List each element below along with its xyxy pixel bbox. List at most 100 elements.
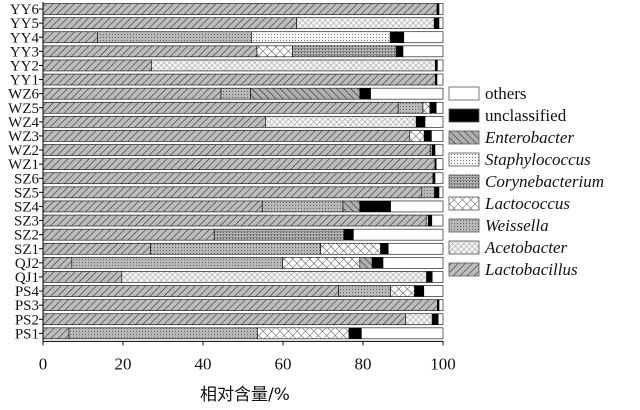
bar-segment-QJ2-lactococcus xyxy=(282,257,361,269)
bar-segment-QJ2-unclassified xyxy=(371,257,384,269)
bar-segment-QJ1-acetobacter xyxy=(121,271,427,283)
bar-segment-WZ4-acetobacter xyxy=(265,116,417,128)
bar-segment-WZ1-others xyxy=(435,158,444,170)
bar-segment-PS4-lactococcus xyxy=(390,285,415,297)
bar-segment-SZ5-lactobacillus xyxy=(42,186,423,199)
x-tick-label: 60 xyxy=(275,354,292,373)
bar-segment-WZ5-weissella xyxy=(397,101,424,114)
bar-segment-PS2-acetobacter xyxy=(405,313,433,326)
bar-segment-YY2-others xyxy=(437,59,444,72)
category-label: YY1 xyxy=(10,73,39,89)
bar-segment-WZ3-others xyxy=(431,130,444,142)
bars-group xyxy=(42,3,444,340)
bar-segment-YY3-unclassified xyxy=(395,45,404,58)
category-label: YY4 xyxy=(10,30,40,46)
bar-segment-YY3-lactococcus xyxy=(256,45,293,58)
category-label: YY5 xyxy=(10,16,39,32)
x-tick-label: 100 xyxy=(430,354,456,373)
bar-segment-YY4-staphylococcus xyxy=(251,31,391,44)
bar-segment-PS3-lactobacillus xyxy=(42,299,438,311)
bar-segment-WZ5-others xyxy=(435,101,444,114)
legend-label-lactococcus: Lactococcus xyxy=(484,194,570,213)
bar-segment-WZ3-unclassified xyxy=(423,130,432,142)
category-label: PS1 xyxy=(15,326,39,342)
bar-segment-SZ3-lactobacillus xyxy=(42,214,427,227)
bar-segment-YY3-lactobacillus xyxy=(42,45,258,58)
bar-segment-QJ1-lactobacillus xyxy=(42,271,123,283)
category-label: SZ3 xyxy=(14,214,39,230)
bar-segment-PS4-lactobacillus xyxy=(42,285,339,297)
bar-segment-YY1-lactobacillus xyxy=(42,73,436,86)
bar-segment-SZ4-weissella xyxy=(261,200,344,213)
legend-swatch-enterobacter xyxy=(448,130,480,145)
bar-segment-YY4-weissella xyxy=(97,31,252,44)
legend-swatch-others xyxy=(448,86,480,101)
category-label: WZ6 xyxy=(8,87,39,103)
bar-segment-YY3-others xyxy=(402,45,444,58)
bar-segment-WZ3-lactobacillus xyxy=(42,130,411,142)
bar-segment-PS1-unclassified xyxy=(348,327,362,340)
bar-segment-QJ2-lactobacillus xyxy=(42,257,73,269)
bar-segment-PS3-others xyxy=(438,299,444,311)
category-labels: YY6YY5YY4YY3YY2YY1WZ6WZ5WZ4WZ3WZ2WZ1SZ6S… xyxy=(8,2,39,342)
bar-segment-SZ1-weissella xyxy=(150,242,321,255)
legend-swatch-corynebacterium xyxy=(448,174,480,189)
bar-segment-WZ3-lactococcus xyxy=(409,130,425,142)
x-tick-label: 20 xyxy=(115,354,132,373)
bar-segment-QJ2-others xyxy=(382,257,444,269)
bar-segment-QJ2-enterobacter xyxy=(359,257,373,269)
bar-segment-PS4-others xyxy=(423,285,444,297)
bar-segment-YY3-corynebacterium xyxy=(292,45,397,58)
category-label: WZ1 xyxy=(8,157,39,173)
legend-label-unclassified: unclassified xyxy=(485,106,567,125)
bar-segment-WZ5-unclassified xyxy=(429,101,437,114)
legend-label-weissella: Weissella xyxy=(485,216,549,235)
legend-label-staphylococcus: Staphylococcus xyxy=(485,150,591,169)
bar-segment-QJ2-weissella xyxy=(71,257,283,269)
category-label: WZ3 xyxy=(8,129,39,145)
bar-segment-WZ5-lactobacillus xyxy=(42,101,399,114)
x-axis: 0 20 40 60 80 100 xyxy=(39,2,456,373)
legend-swatch-weissella xyxy=(448,218,480,233)
bar-segment-SZ2-unclassified xyxy=(343,228,354,241)
bar-segment-SZ6-lactobacillus xyxy=(42,172,434,185)
category-label: YY2 xyxy=(10,58,39,74)
bar-segment-YY5-acetobacter xyxy=(296,17,435,29)
bar-segment-PS4-weissella xyxy=(338,285,391,297)
bar-segment-YY1-others xyxy=(436,73,444,86)
legend-swatch-staphylococcus xyxy=(448,152,480,167)
category-label: SZ5 xyxy=(14,185,39,201)
bar-segment-SZ5-weissella xyxy=(421,186,435,199)
bar-segment-SZ2-others xyxy=(353,228,444,241)
bar-segment-SZ2-lactobacillus xyxy=(42,228,215,241)
bar-segment-SZ1-lactobacillus xyxy=(42,242,151,255)
bar-segment-WZ6-unclassified xyxy=(359,87,371,100)
bar-segment-YY4-others xyxy=(403,31,444,44)
category-label: SZ2 xyxy=(14,228,39,244)
bar-segment-SZ4-lactobacillus xyxy=(42,200,263,213)
x-axis-label: 相对含量/% xyxy=(200,385,290,405)
bar-segment-YY4-lactobacillus xyxy=(42,31,98,44)
bar-segment-SZ5-others xyxy=(438,186,444,199)
category-label: YY6 xyxy=(10,2,40,18)
bar-segment-SZ4-unclassified xyxy=(359,200,391,213)
bar-segment-SZ3-unclassified xyxy=(427,214,433,227)
legend-label-others: others xyxy=(485,84,527,103)
legend-swatch-unclassified xyxy=(448,108,480,123)
bar-segment-WZ2-others xyxy=(434,144,444,156)
legend-swatch-acetobacter xyxy=(448,240,480,255)
bar-segment-QJ1-unclassified xyxy=(426,271,433,283)
bar-segment-SZ1-others xyxy=(387,242,444,255)
bar-segment-PS1-weissella xyxy=(68,327,258,340)
legend-label-enterobacter: Enterobacter xyxy=(484,128,574,147)
bar-segment-YY5-others xyxy=(438,17,444,29)
bar-segment-YY6-others xyxy=(438,3,444,15)
bar-segment-PS2-unclassified xyxy=(431,313,439,326)
bar-segment-PS1-others xyxy=(361,327,444,340)
category-label: SZ6 xyxy=(14,171,40,187)
bar-segment-YY2-lactobacillus xyxy=(42,59,152,72)
x-tick-label: 0 xyxy=(39,354,48,373)
bar-segment-YY5-lactobacillus xyxy=(42,17,297,29)
bar-segment-QJ1-others xyxy=(431,271,444,283)
